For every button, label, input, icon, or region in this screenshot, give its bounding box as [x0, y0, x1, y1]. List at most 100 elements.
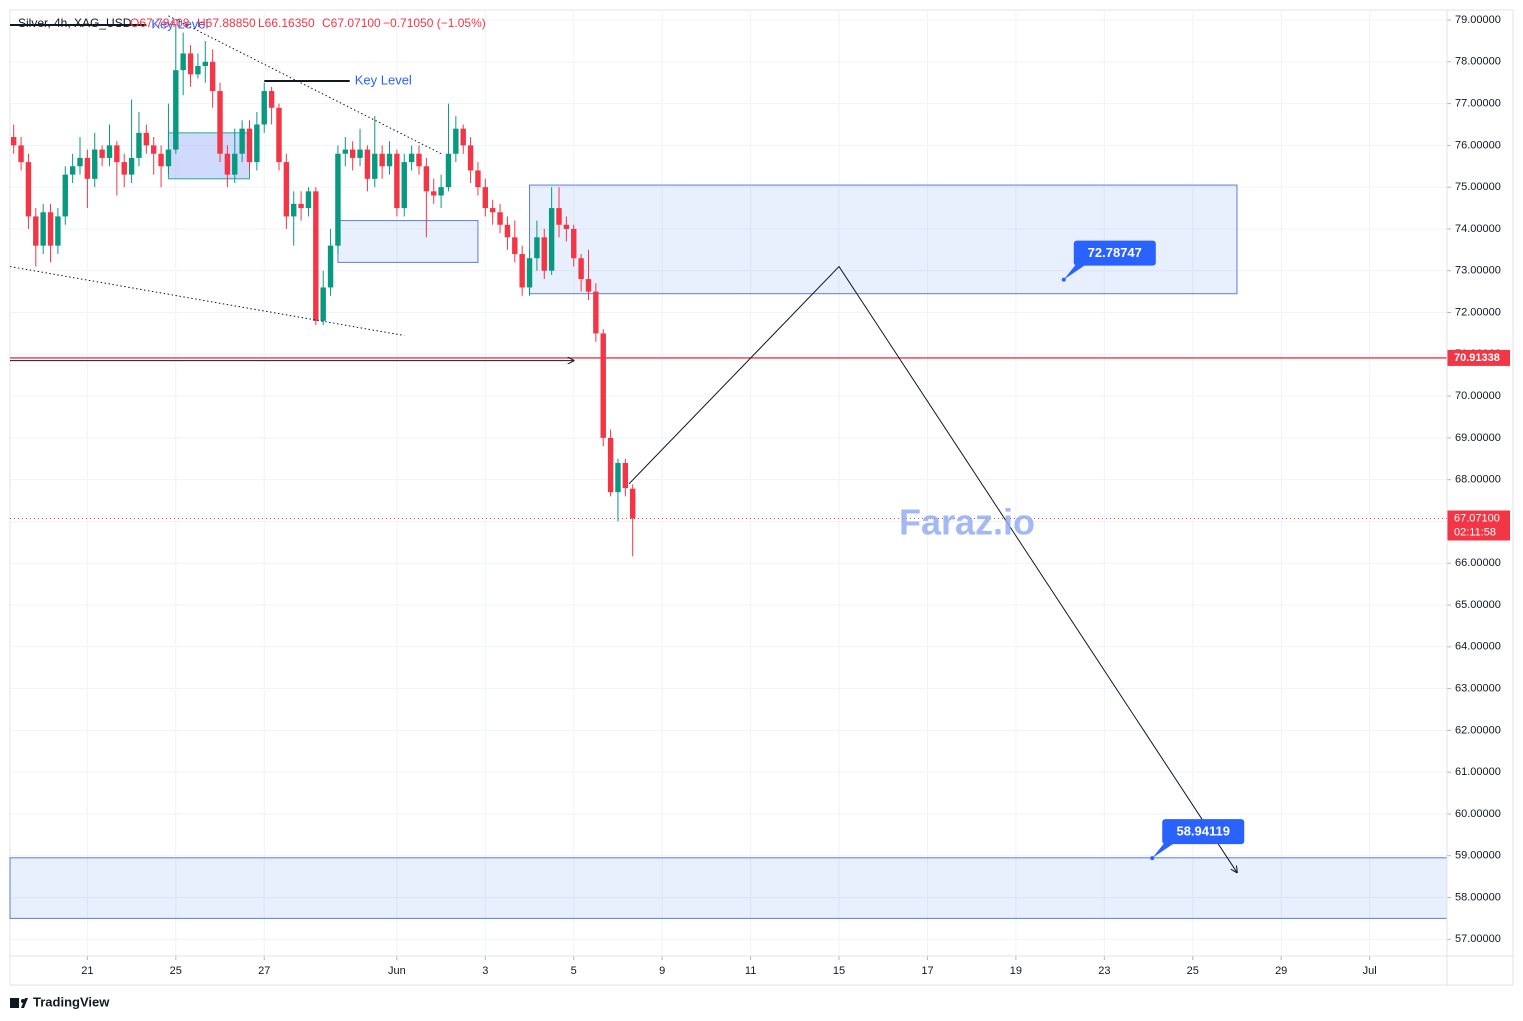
ohlc-value: L66.16350 [258, 16, 315, 30]
y-tick-label: 65.00000 [1455, 599, 1501, 611]
candle-body [305, 191, 312, 209]
candle-body [364, 149, 371, 179]
candle-body [475, 170, 481, 188]
x-tick-label: 5 [571, 965, 577, 977]
y-tick-label: 60.00000 [1455, 808, 1501, 820]
candle-body [445, 153, 452, 188]
price-level-badge [1447, 349, 1510, 366]
chart-frame [9, 9, 1514, 986]
candle-body [512, 237, 518, 255]
ohlc-value: O67.78408 [130, 16, 190, 30]
y-tick-label: 59.00000 [1455, 850, 1501, 862]
candles [10, 24, 636, 557]
candle-body [563, 224, 570, 229]
candle-body [423, 166, 430, 192]
candle-body [254, 124, 260, 163]
zones [9, 132, 1448, 919]
candle-body [77, 157, 83, 167]
y-tick-label: 69.00000 [1455, 432, 1501, 444]
zone [9, 857, 1448, 919]
y-tick-label: 57.00000 [1455, 933, 1501, 945]
x-tick-label: 27 [258, 965, 270, 977]
y-tick-label: 79.00000 [1455, 14, 1501, 26]
candle-body [136, 132, 142, 158]
candle-body [453, 128, 459, 154]
candle-body [386, 153, 393, 167]
x-tick-label: 21 [81, 965, 93, 977]
candle-body [504, 224, 511, 238]
candle-body [556, 208, 562, 225]
y-tick-label: 61.00000 [1455, 766, 1501, 778]
candle-body [291, 203, 297, 217]
candle-body [187, 53, 194, 75]
projection-line [628, 265, 1237, 873]
target-label: 58.94119 [1176, 824, 1230, 839]
y-tick-label: 63.00000 [1455, 682, 1501, 694]
candle-body [578, 258, 584, 280]
candle-body [209, 61, 216, 92]
candle-body [320, 287, 326, 321]
target-anchor [1150, 856, 1155, 861]
ohlc-value: −0.71050 (−1.05%) [383, 16, 486, 30]
y-tick-label: 76.00000 [1455, 139, 1501, 151]
x-tick-label: 11 [745, 965, 756, 977]
candle-body [173, 70, 179, 150]
candle-body [467, 145, 474, 171]
watermark: Faraz.io [899, 502, 1035, 543]
zone [529, 184, 1238, 295]
candle-body [92, 149, 98, 179]
last-price-badge [1447, 510, 1510, 541]
candle-body [489, 208, 496, 213]
ohlc-value: C67.07100 [322, 16, 381, 30]
brand: TradingView [33, 994, 110, 1009]
trend-line [9, 266, 405, 336]
candle-body [431, 191, 437, 196]
y-tick-label: 75.00000 [1455, 181, 1501, 193]
candle-body [25, 162, 32, 217]
candle-body [548, 208, 555, 271]
candle-body [84, 157, 91, 179]
candle-body [438, 187, 444, 196]
candle-body [239, 128, 245, 154]
target-box [1073, 240, 1156, 266]
y-tick-label: 62.00000 [1455, 724, 1501, 736]
x-tick-label: 23 [1098, 965, 1110, 977]
candle-body [195, 65, 201, 75]
candle-body [261, 91, 267, 125]
candle-body [10, 137, 17, 146]
candle-body [62, 174, 68, 217]
candle-body [372, 153, 378, 179]
candle-body [180, 53, 186, 71]
candle-body [526, 258, 533, 288]
candle-body [585, 279, 592, 292]
x-tick-label: 19 [1010, 965, 1022, 977]
candle-body [246, 128, 253, 163]
candle-body [357, 149, 363, 158]
candle-body [482, 187, 489, 209]
candle-body [165, 149, 172, 167]
x-tick-label: Jun [388, 965, 406, 977]
target-box [1162, 819, 1245, 845]
target-callout [1152, 843, 1175, 859]
candle-body [607, 437, 614, 493]
candle-body [99, 149, 105, 158]
y-tick-label: 74.00000 [1455, 223, 1501, 235]
candle-body [121, 162, 127, 175]
trend-line [168, 15, 442, 155]
candle-body [202, 61, 208, 66]
y-tick-label: 68.00000 [1455, 474, 1501, 486]
candle-body [18, 145, 24, 163]
y-tick-label: 58.00000 [1455, 891, 1501, 903]
candle-body [600, 333, 606, 438]
candle-body [33, 216, 39, 246]
candle-body [394, 153, 400, 209]
candle-body [460, 128, 466, 146]
candle-body [622, 462, 629, 489]
target-anchor [1061, 277, 1066, 282]
candle-body [571, 228, 577, 259]
candle-body [217, 91, 223, 154]
x-tick-label: 3 [482, 965, 488, 977]
grid: 57.00000 58.00000 59.00000 60.00000 61.00000… [10, 10, 1501, 977]
